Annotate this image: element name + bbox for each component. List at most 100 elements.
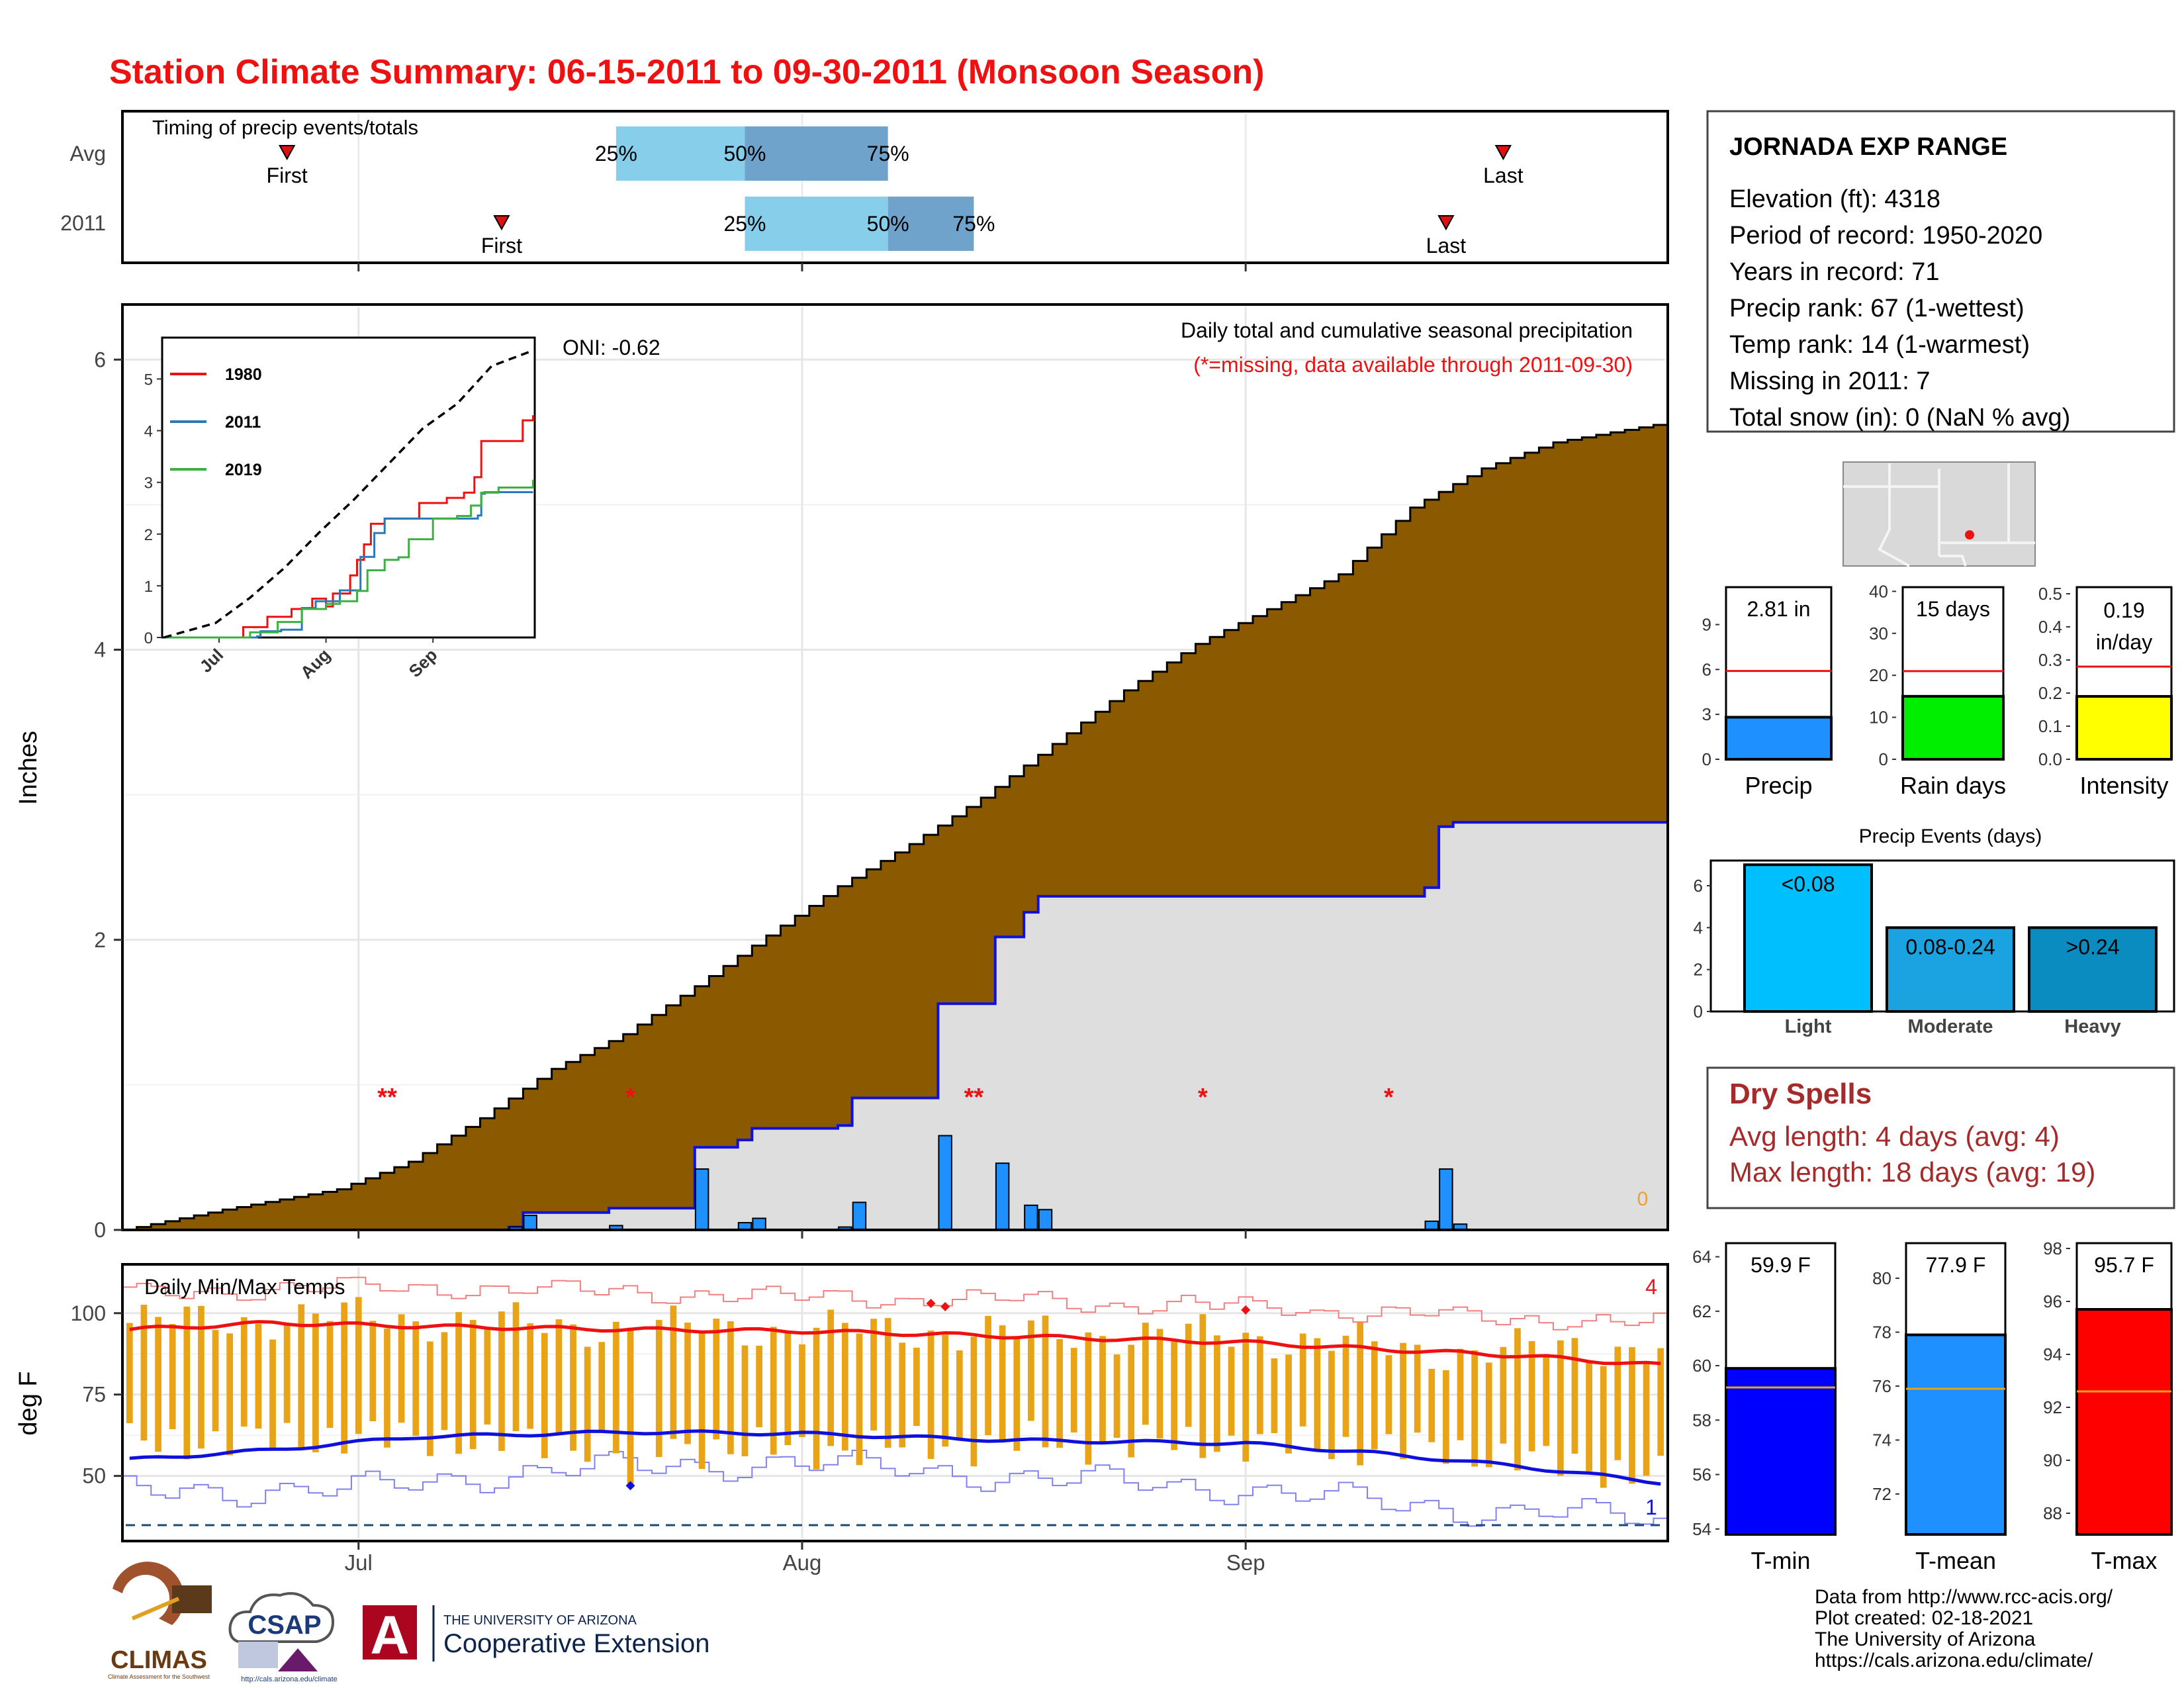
gauge-value-label: 59.9 F [1751, 1253, 1811, 1277]
daily-temperature-bar [870, 1319, 877, 1431]
temperature-y-tick-label: 50 [82, 1464, 106, 1488]
daily-precip-bar [694, 1168, 709, 1231]
gauge-y-tick-label: 40 [1869, 581, 1888, 601]
daily-temperature-bar [956, 1350, 963, 1441]
temperature-y-axis: 50 75 100 [71, 1301, 122, 1488]
inset-line-avg [163, 349, 534, 639]
station-line-missing: Missing in 2011: 7 [1729, 367, 1930, 395]
precip-panel-frame [121, 303, 1669, 1231]
daily-temperature-bar [1528, 1341, 1535, 1452]
precip-event-category-label: Moderate [1908, 1016, 1993, 1037]
daily-temperature-bar [598, 1342, 606, 1432]
daily-temperature-bar [1028, 1320, 1034, 1421]
daily-temperature-bar [484, 1329, 491, 1425]
daily-temperature-bar [1185, 1323, 1192, 1427]
precip-event-value-label: 0.08-0.24 [1905, 935, 1995, 959]
daily-temperature-bar [1457, 1348, 1464, 1440]
daily-temperature-bar [1228, 1346, 1235, 1436]
timing-marker-first [493, 215, 510, 231]
record-hit-marker [940, 1301, 950, 1311]
daily-temperature-bar [1128, 1344, 1135, 1458]
daily-temperature-bar [1428, 1368, 1435, 1442]
daily-temperature-bar [770, 1327, 777, 1455]
missing-data-mark: * [1198, 1084, 1208, 1111]
gauge-value-bar [1725, 716, 1833, 761]
gauge-y-tick-label: 62 [1692, 1301, 1711, 1321]
daily-temperature-bar [999, 1325, 1006, 1440]
timing-marker-last [1494, 145, 1512, 161]
gauge-value-label: 77.9 F [1926, 1253, 1986, 1277]
timing-panel: 25% 50% 75% First Last 25% 50% 75% First Last Tim… [60, 110, 1669, 271]
station-location-marker [1965, 530, 1974, 539]
daily-temperature-bar [1314, 1338, 1321, 1450]
gauge-y-tick-label: 0.2 [2038, 683, 2062, 703]
daily-precip-bar [1439, 1168, 1453, 1231]
gauge-category-label: T-min [1751, 1547, 1811, 1574]
dry-spells-max: Max length: 18 days (avg: 19) [1729, 1156, 2095, 1188]
precip-y-tick-label: 4 [94, 638, 106, 662]
timing-label-q25: 25% [723, 212, 766, 236]
daily-temperature-bar [856, 1333, 863, 1466]
normal-min-line [129, 1429, 1661, 1486]
climas-logo-sun [131, 1597, 180, 1620]
gauge-y-tick-label: 96 [2043, 1291, 2062, 1311]
timing-marker-first [278, 145, 296, 161]
timing-label-first: First [267, 164, 308, 187]
inset-legend-label: 2011 [225, 413, 261, 432]
daily-temperature-bar [1614, 1346, 1621, 1460]
gauge-y-tick-label: 6 [1702, 659, 1711, 679]
daily-temperature-bar [841, 1323, 848, 1451]
daily-temperature-bar [1070, 1348, 1077, 1433]
station-line-elevation: Elevation (ft): 4318 [1729, 185, 1940, 213]
cumulative-2011-area [122, 822, 1668, 1230]
gauge-y-tick-label: 0.0 [2038, 749, 2062, 769]
gauge-category-label: T-max [2091, 1547, 2157, 1574]
precip-zero-label: 0 [1637, 1188, 1649, 1210]
daily-temperature-bar [613, 1321, 619, 1454]
daily-temperature-bar [384, 1328, 390, 1448]
daily-temperature-bar [426, 1341, 433, 1456]
events-y-tick-label: 6 [1694, 876, 1703, 896]
daily-temperature-bar [727, 1321, 734, 1454]
daily-temperature-bar [1400, 1342, 1406, 1460]
precip-event-category-label: Heavy [2064, 1016, 2120, 1037]
daily-temperature-bar [512, 1302, 520, 1432]
gauge-y-tick-label: 0.5 [2038, 584, 2062, 604]
temperature-panel-frame [121, 1263, 1669, 1542]
record-hit-markers [625, 1299, 1251, 1491]
daily-precip-bar [523, 1215, 537, 1231]
gauge-category-label: Rain days [1900, 772, 2006, 799]
record-min-line [122, 1450, 1668, 1527]
daily-temperature-bar [412, 1321, 420, 1436]
daily-temperature-bar [655, 1319, 662, 1457]
gauge-y-tick-label: 64 [1692, 1247, 1711, 1267]
inset-line-2011 [163, 491, 533, 639]
timing-row-label-2011: 2011 [60, 211, 106, 235]
timing-label-first: First [481, 234, 522, 258]
daily-temperature-bar [355, 1297, 362, 1434]
normal-max-line [129, 1320, 1661, 1366]
inset-line-1980 [163, 415, 534, 639]
ua-logo-letter: A [370, 1605, 409, 1665]
gauge-y-tick-label: 98 [2043, 1239, 2062, 1258]
daily-precip-bar [752, 1217, 766, 1231]
daily-temperature-bar [784, 1331, 792, 1446]
gauge-y-tick-label: 0 [1702, 749, 1711, 769]
gauge-y-tick-label: 20 [1869, 665, 1888, 685]
ua-logo-top-text: THE UNIVERSITY OF ARIZONA [443, 1613, 637, 1628]
daily-temperature-bar [183, 1306, 191, 1460]
daily-precip-bar [995, 1162, 1010, 1231]
daily-temperature-bar [1085, 1332, 1092, 1465]
oni-label: ONI: -0.62 [563, 336, 660, 359]
gauge-y-tick-label: 30 [1869, 624, 1888, 643]
missing-data-marks: ** * ** * * [377, 1084, 1394, 1111]
inset-legend-label: 2019 [225, 461, 262, 479]
timing-label-q25: 25% [595, 142, 637, 165]
timing-label-q50: 50% [723, 142, 766, 165]
dry-spells-avg: Avg length: 4 days (avg: 4) [1729, 1121, 2060, 1152]
csap-logo-url: http://cals.arizona.edu/climate [241, 1675, 338, 1683]
missing-data-mark: * [625, 1084, 635, 1111]
inset-y-tick-label: 0 [144, 630, 153, 647]
